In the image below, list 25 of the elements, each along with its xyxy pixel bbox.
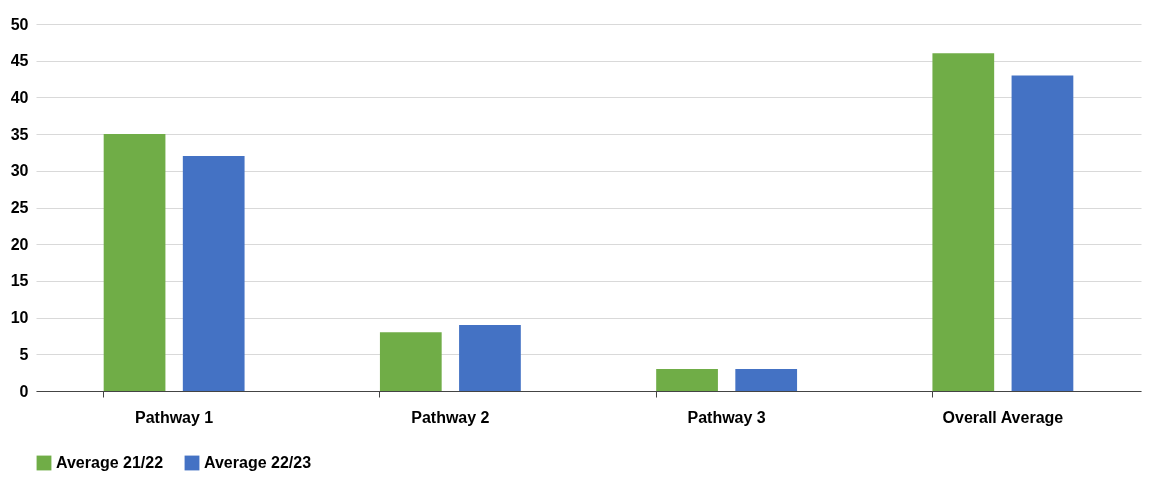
- y-tick-label: 20: [10, 235, 29, 253]
- bar: [379, 332, 442, 391]
- y-tick-label: 15: [10, 272, 29, 290]
- y-tick-label: 50: [10, 15, 29, 33]
- y-tick-label: 25: [10, 199, 29, 216]
- x-tick-label: Pathway 1: [134, 408, 214, 426]
- x-tick-label: Pathway 3: [687, 408, 766, 426]
- y-tick-label: 10: [10, 309, 29, 327]
- bar: [182, 156, 245, 391]
- bar: [459, 324, 521, 391]
- legend-label: Average 22/23: [204, 454, 312, 471]
- bar: [1011, 75, 1074, 391]
- y-tick-label: 30: [10, 162, 29, 180]
- bar: [932, 53, 995, 391]
- y-tick-label: 5: [19, 345, 29, 363]
- bar: [656, 368, 718, 391]
- bar: [735, 368, 798, 391]
- bar: [103, 134, 166, 391]
- y-tick-label: 40: [10, 88, 29, 106]
- x-tick-label: Overall Average: [942, 408, 1064, 426]
- y-tick-label: 0: [19, 382, 29, 400]
- x-tick-label: Pathway 2: [411, 408, 490, 426]
- y-tick-label: 35: [10, 125, 29, 143]
- y-tick-label: 45: [10, 52, 29, 70]
- legend-label: Average 21/22: [56, 454, 164, 471]
